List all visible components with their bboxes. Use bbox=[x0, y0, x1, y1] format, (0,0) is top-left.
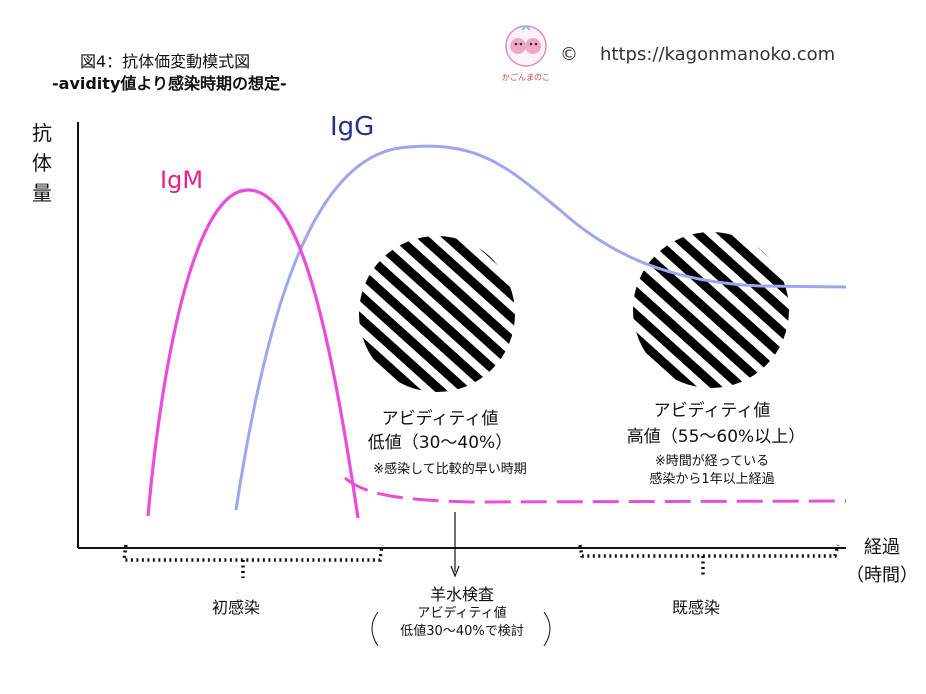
high-avidity-title: アビディティ値 bbox=[653, 401, 771, 421]
initial-infection-bracket bbox=[122, 544, 384, 578]
igg-curve bbox=[234, 144, 847, 511]
amnio-sub1: アビディティ値 bbox=[417, 606, 507, 621]
site-logo: かごんまのこ bbox=[500, 22, 552, 84]
high-avidity-note2: 感染から1年以上経過 bbox=[649, 472, 775, 487]
igm-tail bbox=[344, 476, 847, 504]
logo-text: かごんまのこ bbox=[502, 72, 550, 82]
figure-subtitle: -avidity値より感染時期の想定- bbox=[52, 74, 287, 93]
low-avidity-note: ※感染して比較的早い時期 bbox=[373, 462, 527, 477]
high-avidity-value: 高値（55～60%以上） bbox=[626, 427, 806, 447]
site-url[interactable]: https://kagonmanoko.com bbox=[600, 44, 836, 65]
figure-title: 図4：抗体価変動模式図 bbox=[80, 52, 251, 71]
amnio-sub2: 低値30～40%で検討 bbox=[400, 624, 524, 639]
amnio-title: 羊水検査 bbox=[429, 585, 494, 604]
past-infection-bracket bbox=[578, 544, 840, 576]
x-axis-label: 経過 （時間） bbox=[846, 537, 918, 586]
igm-label: IgM bbox=[160, 166, 204, 194]
copyright-symbol: © bbox=[560, 44, 578, 65]
igg-label: IgG bbox=[330, 112, 375, 142]
amniocentesis-note: 羊水検査 アビディティ値 低値30～40%で検討 bbox=[364, 581, 560, 641]
avidity-low-circle bbox=[359, 236, 515, 392]
y-axis-label: 抗 体 量 bbox=[32, 121, 52, 205]
initial-infection-label: 初感染 bbox=[212, 598, 261, 617]
past-infection-label: 既感染 bbox=[672, 598, 721, 617]
igm-curve bbox=[146, 188, 360, 519]
high-avidity-note1: ※時間が経っている bbox=[654, 454, 770, 469]
low-avidity-value: 低値（30～40%） bbox=[367, 433, 513, 453]
low-avidity-title: アビディティ値 bbox=[381, 409, 499, 429]
copyright: © https://kagonmanoko.com bbox=[560, 44, 835, 65]
avidity-high-circle bbox=[633, 232, 789, 388]
